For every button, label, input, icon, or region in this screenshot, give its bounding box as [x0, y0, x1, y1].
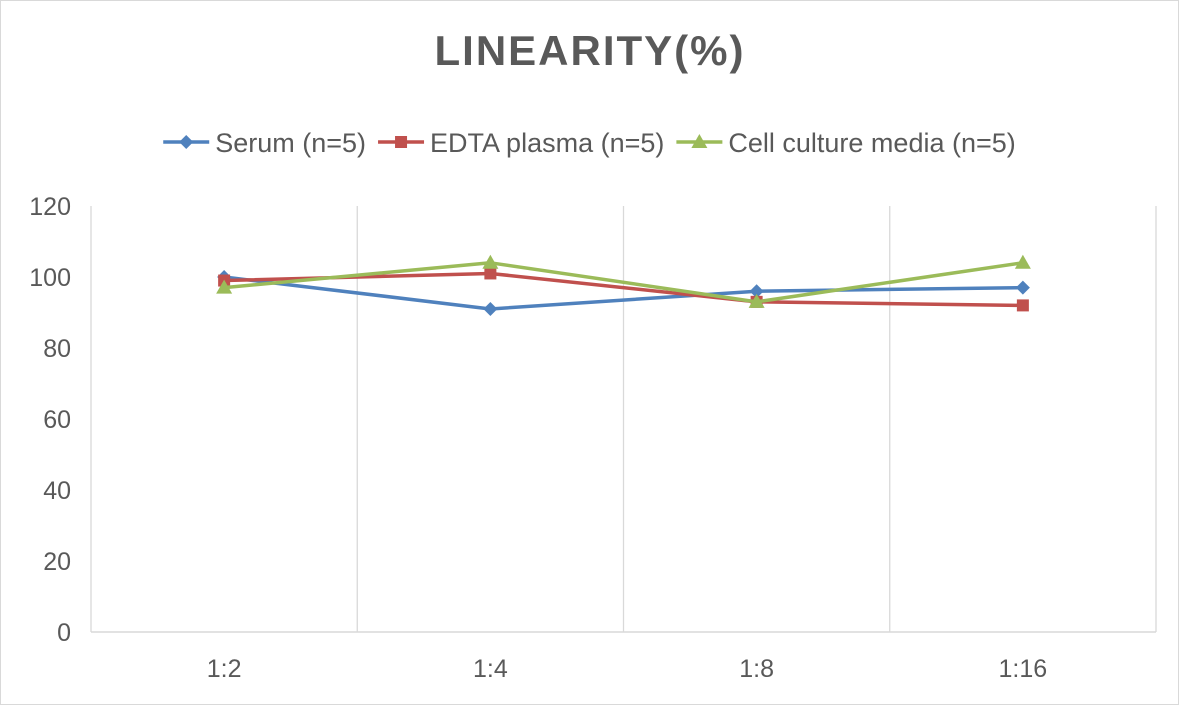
legend-item: EDTA plasma (n=5)	[378, 128, 664, 158]
legend: Serum (n=5) EDTA plasma (n=5) Cell culture…	[163, 128, 1016, 158]
data-point	[748, 293, 765, 308]
data-point	[1015, 280, 1030, 295]
y-tick-label: 20	[43, 548, 71, 576]
y-tick-label: 60	[43, 406, 71, 434]
data-point	[216, 279, 233, 294]
series	[216, 254, 1031, 308]
y-tick-label: 40	[43, 477, 71, 505]
legend-label: Cell culture media (n=5)	[728, 128, 1015, 158]
legend-label: EDTA plasma (n=5)	[430, 128, 664, 158]
gridlines	[90, 206, 1157, 632]
y-tick-label: 120	[29, 193, 71, 221]
series-line	[223, 261, 1024, 304]
data-point	[483, 301, 498, 316]
x-tick-label: 1:2	[207, 655, 242, 683]
series-layer	[216, 254, 1031, 316]
series-line	[223, 275, 1023, 311]
legend-item: Cell culture media (n=5)	[676, 128, 1016, 158]
legend-swatch-marker	[179, 135, 194, 149]
data-point	[749, 284, 764, 299]
series-line	[224, 271, 1023, 308]
chart-title: LINEARITY(%)	[435, 27, 746, 74]
legend-item: Serum (n=5)	[163, 128, 366, 158]
data-point	[1016, 299, 1029, 312]
x-tick-label: 1:8	[739, 655, 774, 683]
legend-swatch-marker	[395, 136, 408, 148]
x-axis: 1:2 1:4 1:8 1:16	[91, 631, 1156, 683]
data-point	[1014, 254, 1031, 269]
y-axis: 0 20 40 60 80 100 120	[29, 193, 71, 647]
x-tick-label: 1:4	[473, 655, 508, 683]
y-tick-label: 100	[29, 264, 71, 292]
legend-swatch-marker	[691, 134, 708, 148]
x-tick-label: 1:16	[999, 655, 1048, 683]
legend-label: Serum (n=5)	[215, 128, 366, 158]
data-point	[482, 254, 499, 269]
y-tick-label: 80	[43, 335, 71, 363]
data-point	[484, 267, 497, 280]
y-tick-label: 0	[57, 619, 71, 647]
